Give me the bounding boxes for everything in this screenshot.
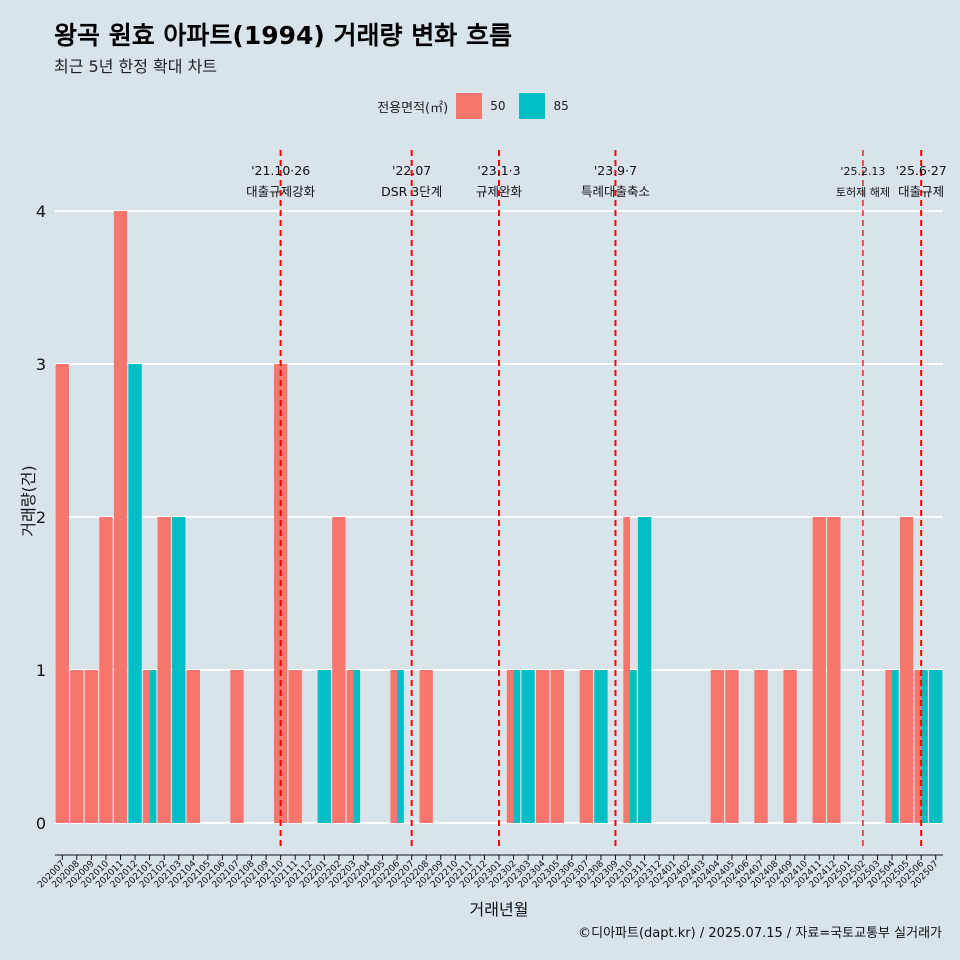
bar-50-202302 [506, 670, 514, 823]
bar-50-202102 [157, 517, 171, 823]
bar-50-202409 [783, 670, 797, 823]
bar-50-202405 [725, 670, 739, 823]
bar-50-202506 [914, 670, 922, 823]
legend-label-50: 50 [490, 99, 506, 113]
chart-title: 왕곡 원효 아파트(1994) 거래량 변화 흐름 [54, 21, 512, 50]
bar-50-202504 [885, 670, 893, 823]
bar-85-202507 [929, 670, 943, 823]
annotation-date: '25.6·27 [896, 163, 947, 178]
bar-50-202202 [332, 517, 346, 823]
bar-50-202104 [186, 670, 200, 823]
annotation-label: 토허제 해제 [836, 185, 890, 199]
legend-label-85: 85 [553, 99, 569, 113]
bar-50-202203 [346, 670, 354, 823]
bar-85-202504 [892, 670, 899, 823]
annotation-label: 특례대출축소 [581, 184, 650, 199]
annotation-date: '21.10·26 [251, 163, 310, 178]
annotation-date: '25.2.13 [840, 165, 885, 178]
bar-85-202310 [630, 670, 637, 823]
bar-85-202308 [594, 670, 608, 823]
bar-50-202107 [230, 670, 244, 823]
annotation-date: '23.9·7 [594, 163, 637, 178]
bar-85-202311 [637, 517, 652, 823]
bar-50-202007 [55, 364, 69, 823]
bar-50-202305 [550, 670, 564, 823]
y-tick-label: 2 [36, 508, 46, 527]
bar-85-202103 [172, 517, 186, 823]
bar-85-202101 [149, 670, 157, 823]
bar-50-202407 [754, 670, 768, 823]
legend-key-85 [519, 93, 546, 119]
bar-85-202206 [397, 670, 404, 823]
bar-50-202208 [419, 670, 433, 823]
bar-50-202010 [99, 517, 113, 823]
legend: 전용면적(㎡) 50 85 [0, 93, 960, 119]
y-tick-label: 1 [36, 661, 46, 680]
y-tick-label: 4 [36, 202, 46, 221]
x-axis-title: 거래년월 [470, 900, 529, 919]
annotation-date: '22.07 [392, 163, 431, 178]
bar-85-202012 [128, 364, 142, 823]
bar-50-202009 [84, 670, 99, 823]
legend-title: 전용면적(㎡) [377, 100, 449, 116]
bar-85-202203 [353, 670, 361, 823]
annotation-date: '23.1·3 [477, 163, 520, 178]
bar-50-202011 [113, 211, 128, 823]
bar-50-202101 [142, 670, 150, 823]
bar-50-202310 [623, 517, 631, 823]
bar-85-202303 [521, 670, 535, 823]
bar-50-202304 [535, 670, 550, 823]
bar-50-202505 [899, 517, 914, 823]
bar-50-202404 [710, 670, 725, 823]
y-tick-label: 3 [36, 355, 46, 374]
annotation-label: 대출규제 [898, 184, 944, 199]
y-tick-label: 0 [36, 814, 46, 833]
bar-50-202111 [288, 670, 302, 823]
source-caption: ©디아파트(dapt.kr) / 2025.07.15 / 자료=국토교통부 실… [578, 926, 942, 941]
annotation-label: DSR 3단계 [381, 184, 442, 199]
bar-50-202008 [70, 670, 84, 823]
legend-key-50 [456, 93, 483, 119]
bar-85-202201 [317, 670, 331, 823]
annotation-label: 대출규제강화 [246, 184, 316, 199]
bar-50-202307 [579, 670, 594, 823]
bar-50-202412 [827, 517, 841, 823]
bar-50-202411 [812, 517, 826, 823]
bar-85-202506 [921, 670, 928, 823]
chart-subtitle: 최근 5년 한정 확대 차트 [54, 57, 218, 76]
annotation-label: 규제완화 [476, 184, 523, 199]
y-axis-title: 거래량(건) [19, 465, 38, 536]
bar-85-202302 [513, 670, 521, 823]
bar-50-202206 [390, 670, 398, 823]
